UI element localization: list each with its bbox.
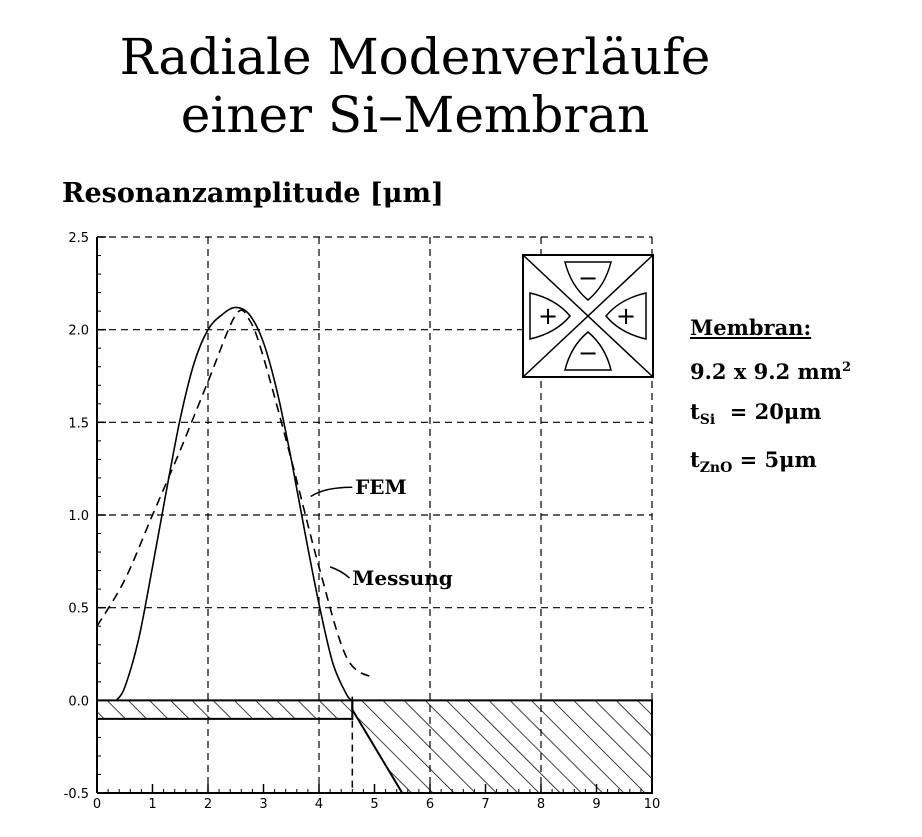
x-tick-label: 9 — [592, 797, 600, 812]
x-tick-label: 10 — [644, 797, 661, 812]
x-tick-label: 4 — [315, 797, 323, 812]
tsi-t: t — [690, 399, 700, 424]
membrane-size-exp: 2 — [841, 360, 852, 375]
title-line-1: Radiale Modenverläufe — [119, 28, 711, 86]
y-tick-label: 2.5 — [68, 231, 89, 246]
chart-title: Radiale Modenverläufe einer Si–Membran — [0, 28, 830, 144]
tzno-value: = 5μm — [739, 447, 817, 473]
y-tick-label: 2.0 — [68, 324, 89, 339]
mode-shape-icon: − + + − — [522, 254, 654, 378]
sign-bottom: − — [578, 339, 598, 367]
membrane-heading: Membran: — [690, 315, 812, 340]
y-tick-label: 1.5 — [68, 416, 89, 431]
y-tick-label: 0.5 — [68, 602, 89, 617]
series-messung — [96, 309, 375, 679]
x-tick-label: 3 — [259, 797, 267, 812]
frame-layer — [351, 699, 653, 794]
x-tick-label: 0 — [93, 797, 101, 812]
tzno-t: t — [690, 447, 700, 473]
x-tick-label: 5 — [370, 797, 378, 812]
x-tick-label: 7 — [481, 797, 489, 812]
tsi-value: = 20μm — [729, 399, 822, 424]
y-tick-label: -0.5 — [64, 787, 89, 802]
sign-right: + — [616, 302, 636, 330]
y-axis-label: Resonanzamplitude [μm] — [62, 178, 444, 209]
membrane-layer — [96, 699, 354, 720]
substrate-hatch — [96, 696, 653, 794]
messung-label: Messung — [352, 566, 452, 590]
axes: 0 1 2 3 4 5 6 7 8 9 10 -0.5 0.0 0.5 1.0 1.5 2.0 2.5 — [64, 231, 661, 812]
series-layer — [96, 306, 375, 701]
membrane-size-value: 9.2 x 9.2 mm — [690, 359, 842, 384]
sign-top: − — [578, 264, 598, 292]
sign-left: + — [538, 302, 558, 330]
series-fem — [115, 306, 353, 701]
y-tick-label: 0.0 — [68, 694, 89, 709]
tsi-sub: Si — [699, 412, 716, 429]
x-tick-label: 1 — [148, 797, 156, 812]
membrane-info: Membran: 9.2 x 9.2 mm2 tSi = 20μm tZnO =… — [690, 308, 851, 488]
y-tick-label: 1.0 — [68, 509, 89, 524]
fem-label: FEM — [355, 475, 407, 499]
thickness-si: tSi = 20μm — [690, 392, 851, 440]
thickness-zno: tZnO = 5μm — [690, 440, 851, 488]
fem-leader — [310, 486, 353, 498]
x-tick-label: 8 — [537, 797, 545, 812]
title-line-2: einer Si–Membran — [180, 86, 650, 144]
membrane-size: 9.2 x 9.2 mm2 — [690, 348, 851, 392]
tzno-sub: ZnO — [699, 460, 733, 477]
x-tick-label: 2 — [204, 797, 212, 812]
x-tick-label: 6 — [426, 797, 434, 812]
messung-leader — [329, 566, 351, 579]
annotations: FEM Messung — [310, 475, 453, 590]
